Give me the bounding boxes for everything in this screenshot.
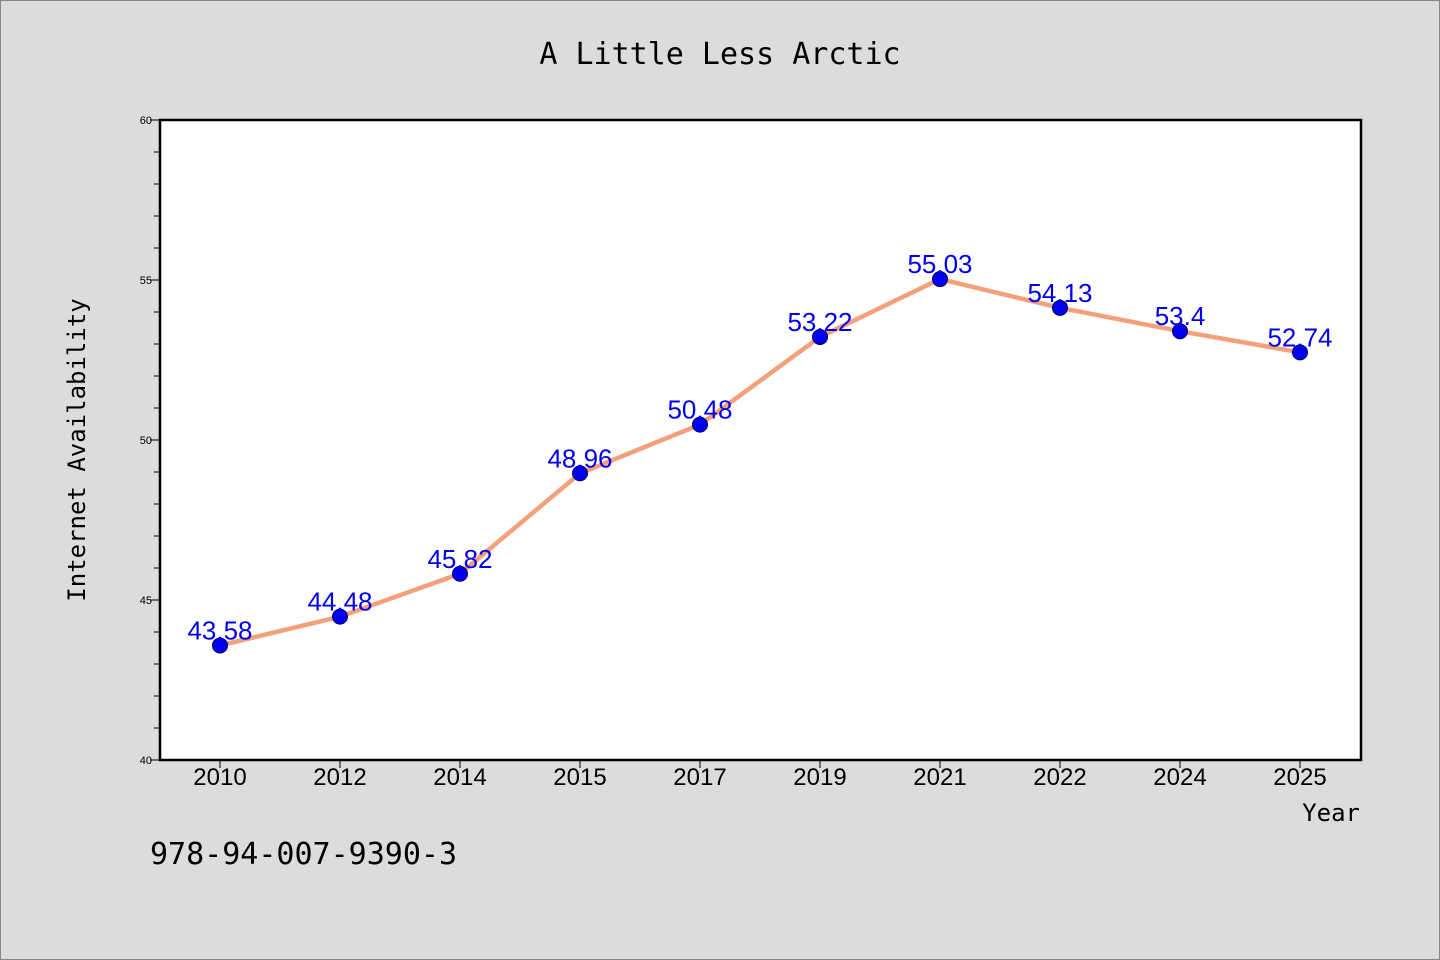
data-label: 48.96 xyxy=(547,443,612,473)
y-tick-label: 60 xyxy=(140,115,152,127)
series-line xyxy=(217,276,1303,648)
data-label: 43.58 xyxy=(187,615,252,645)
x-tick-label: 2022 xyxy=(1033,764,1086,791)
data-label: 52.74 xyxy=(1267,322,1332,352)
data-point xyxy=(572,465,588,482)
x-tick-label: 2015 xyxy=(553,764,606,791)
x-tick-label: 2010 xyxy=(193,764,246,791)
x-tick-label: 2025 xyxy=(1273,764,1326,791)
y-axis-label: Internet Availability xyxy=(63,298,91,601)
y-tick-label: 45 xyxy=(140,595,152,607)
data-point xyxy=(452,565,468,582)
y-tick-label: 40 xyxy=(140,755,152,767)
data-label: 54.13 xyxy=(1027,278,1092,308)
x-tick-label: 2014 xyxy=(433,764,486,791)
x-tick-label: 2024 xyxy=(1153,764,1206,791)
data-label: 44.48 xyxy=(307,587,372,617)
x-tick-label: 2019 xyxy=(793,764,846,791)
y-axis: 40 45 50 55 60 xyxy=(140,115,160,767)
data-label: 53.4 xyxy=(1155,301,1206,331)
x-axis-label: Year xyxy=(1302,799,1360,827)
y-tick-label: 55 xyxy=(140,275,152,287)
plot-area xyxy=(158,118,1363,762)
data-point xyxy=(692,416,708,433)
x-tick-label: 2012 xyxy=(313,764,366,791)
data-point xyxy=(212,637,228,654)
data-point xyxy=(1052,299,1068,316)
y-tick-label: 50 xyxy=(140,435,152,447)
chart-title: A Little Less Arctic xyxy=(539,37,900,72)
footer-code: 978-94-007-9390-3 xyxy=(150,837,457,872)
x-tick-label: 2017 xyxy=(673,764,726,791)
data-point xyxy=(1172,323,1188,340)
data-point xyxy=(1292,344,1308,361)
series-line-group: 43.58 44.48 45.82 48.96 50.48 53.22 55.03 54.13… xyxy=(187,249,1333,654)
data-label: 50.48 xyxy=(667,395,732,425)
data-label: 55.03 xyxy=(907,249,972,279)
x-tick-label: 2021 xyxy=(913,764,966,791)
x-axis: 2010 2012 2014 2015 2017 2019 2021 2022 2024 2025 xyxy=(193,760,1327,791)
data-point xyxy=(812,328,828,345)
data-point xyxy=(932,271,948,288)
data-label: 53.22 xyxy=(787,307,852,337)
data-label: 45.82 xyxy=(427,544,492,574)
data-point xyxy=(332,608,348,625)
